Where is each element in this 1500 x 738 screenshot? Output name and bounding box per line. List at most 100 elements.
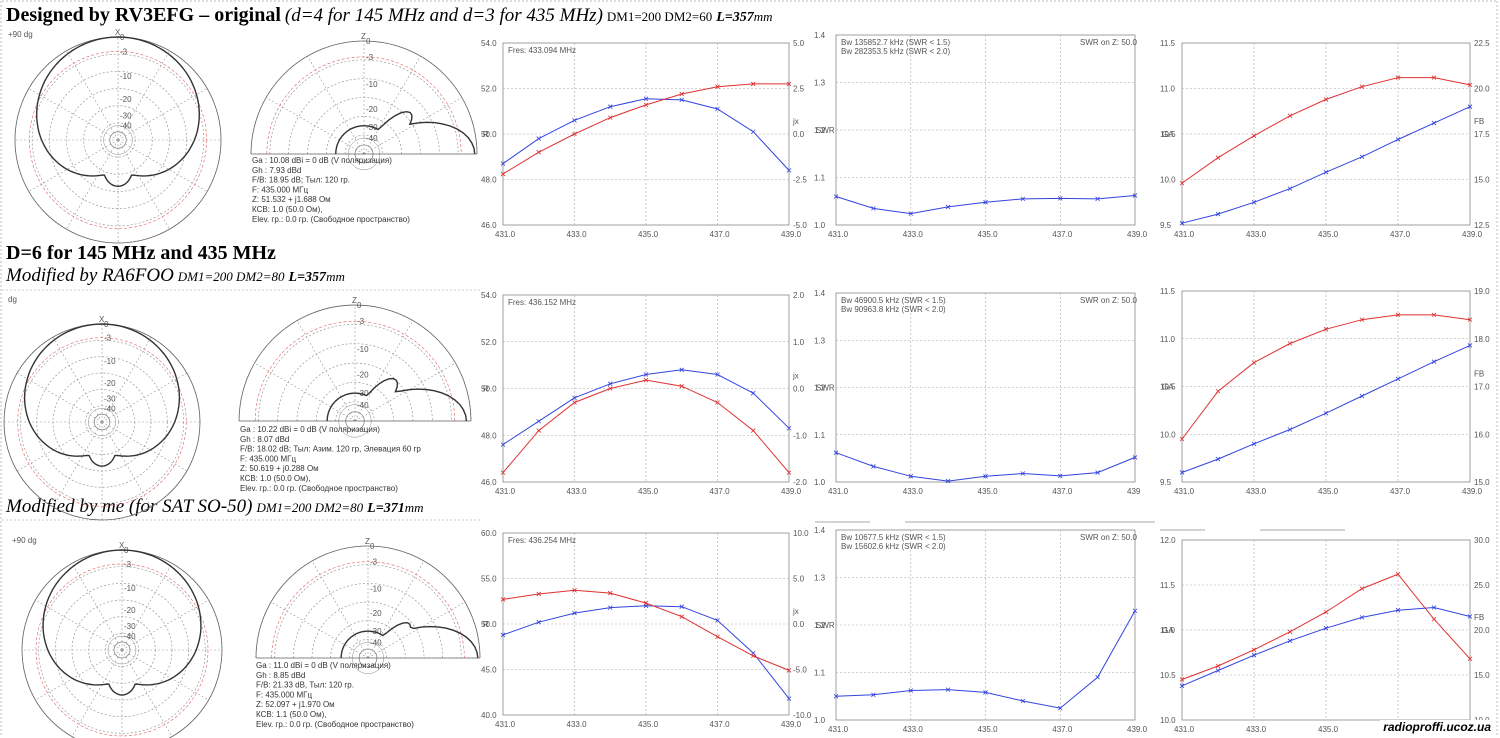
chart-left-axis-label: R (483, 130, 489, 139)
chart-right-series-point (1251, 360, 1257, 365)
chart-x-tick-label: 437.0 (1390, 230, 1411, 239)
polar-tick-label: -30 (120, 111, 132, 120)
chart-x-tick-label: 435.0 (1318, 487, 1339, 496)
chart-left-series-point (833, 693, 839, 699)
azimuth-pattern-trace (23, 323, 181, 467)
chart-left-series-point (643, 96, 649, 102)
chart-left-series-point (1251, 652, 1257, 658)
pattern-info-line: Z: 51.532 + j1.688 Ом (252, 195, 331, 204)
chart-left-tick-label: 10.5 (1160, 383, 1176, 392)
polar-ref-ring (254, 320, 456, 422)
polar-grid-ring (257, 323, 453, 422)
chart-left-series-point (1020, 471, 1026, 476)
polar-center-ring (93, 413, 111, 431)
chart-left-tick-label: 50.0 (481, 620, 497, 629)
polar-spoke (16, 372, 103, 423)
polar-spoke (367, 560, 425, 659)
polar-spoke (121, 599, 209, 651)
azimuth-pattern-trace (42, 549, 202, 696)
chart-left-tick-label: 54.0 (481, 39, 497, 48)
chart-x-tick-label: 431.0 (1174, 230, 1195, 239)
chart-right-series-point (1467, 656, 1473, 662)
polar-tick-label: -10 (370, 585, 382, 594)
chart-right-tick-label: 18.0 (1474, 335, 1490, 344)
chart-x-tick-label: 435.0 (978, 230, 999, 239)
chart-left-series-point (1057, 705, 1063, 711)
chart-x-tick-label: 431.0 (495, 720, 516, 729)
chart-left-tick-label: 10.0 (1160, 176, 1176, 185)
chart-x-tick-label: 433.0 (567, 487, 588, 496)
polar-spoke (101, 372, 188, 423)
elevation-pattern-trace (340, 621, 479, 659)
chart-left-series-point (1215, 668, 1221, 673)
chart-left-tick-label: 45.0 (481, 666, 497, 675)
chart-annotation: Fres: 436.152 MHz (508, 298, 576, 307)
chart-right-series-point (1215, 155, 1221, 160)
polar-spoke (117, 88, 208, 141)
chart-right-series-point (1179, 436, 1185, 442)
chart-right-axis-label: jx (792, 607, 799, 616)
polar-grid-ring (325, 115, 403, 155)
pattern-info-line: КСВ: 1.1 (50.0 Ом), (256, 710, 327, 719)
polar-ref-ring (271, 561, 465, 659)
chart-right-tick-label: 2.0 (793, 291, 805, 300)
pattern-info-line: F: 435.000 МГц (256, 690, 312, 699)
polar-grid-ring (330, 620, 406, 659)
chart-right-series-point (679, 614, 685, 620)
polar-outer-ring (238, 304, 472, 422)
polar-label: dg (8, 295, 17, 304)
chart-right-series-point (500, 171, 506, 177)
chart-x-tick-label: 437.0 (710, 720, 731, 729)
chart-left-series-point (715, 372, 720, 377)
chart-left-tick-label: 1.1 (814, 431, 826, 440)
chart-left-tick-label: 10.5 (1160, 671, 1176, 680)
chart-left-tick-label: 54.0 (481, 291, 497, 300)
chart-left-series-point (1359, 154, 1365, 160)
chart-left-axis-label: GA (1162, 130, 1174, 139)
chart-left-tick-label: 48.0 (481, 176, 497, 185)
chart-right-axis-label: jx (792, 372, 799, 381)
chart-left-tick-label: 11.5 (1160, 287, 1176, 296)
polar-tick-label: -40 (357, 401, 369, 410)
chart-right-tick-label: 5.0 (793, 39, 805, 48)
chart-left-series-point (1095, 674, 1100, 680)
chart-left-series-point (1359, 615, 1365, 620)
chart-left-series-point (572, 118, 577, 123)
chart-right-tick-label: 16.0 (1474, 430, 1490, 439)
polar-outer-ring (250, 40, 478, 155)
polar-spoke (35, 599, 123, 651)
chart-left-series-point (871, 692, 876, 698)
polar-tick-label: -3 (366, 53, 374, 62)
chart-left-axis-label: SWR (816, 384, 835, 393)
polar-spoke (121, 649, 173, 737)
polar-grid-ring (288, 78, 440, 155)
chart-left-tick-label: 1.3 (814, 574, 826, 583)
polar-spoke (101, 421, 152, 508)
chart-right-series-point (1323, 609, 1329, 615)
pattern-info-line: F: 435.000 МГц (240, 454, 296, 463)
chart-right-tick-label: 22.5 (1474, 39, 1490, 48)
polar-spoke (254, 362, 356, 422)
chart-right-series-point (607, 590, 613, 596)
chart-left-axis-label: SWR (816, 126, 835, 135)
chart-annotation: Fres: 436.254 MHz (508, 536, 576, 545)
chart-right-series-point (750, 653, 756, 659)
polar-ref-ring (35, 563, 209, 737)
chart-left-series-point (1323, 169, 1329, 175)
chart-right-series-point (1395, 571, 1401, 577)
chart-left-tick-label: 11.0 (1160, 626, 1176, 635)
polar-tick-label: -20 (370, 609, 382, 618)
chart-left-tick-label: 60.0 (481, 529, 497, 538)
chart-right-series-point (500, 597, 506, 602)
polar-tick-label: -3 (357, 317, 365, 326)
polar-tick-label: -20 (104, 379, 116, 388)
chart-left-tick-label: 50.0 (481, 130, 497, 139)
pattern-info-line: Elev. гр.: 0.0 гр. (Свободное пространст… (256, 720, 414, 729)
chart-right-tick-label: 1.0 (793, 338, 805, 347)
elevation-plot: 0-3-10-20-30-40Z (255, 537, 481, 674)
chart-right-series-point (1395, 312, 1401, 318)
chart-right-series-point (572, 588, 577, 593)
heading-row1-length: L=357 (716, 10, 754, 25)
chart-left-series-point (679, 367, 685, 373)
heading-row2a-main: D=6 for 145 MHz and 435 MHz (6, 242, 276, 264)
